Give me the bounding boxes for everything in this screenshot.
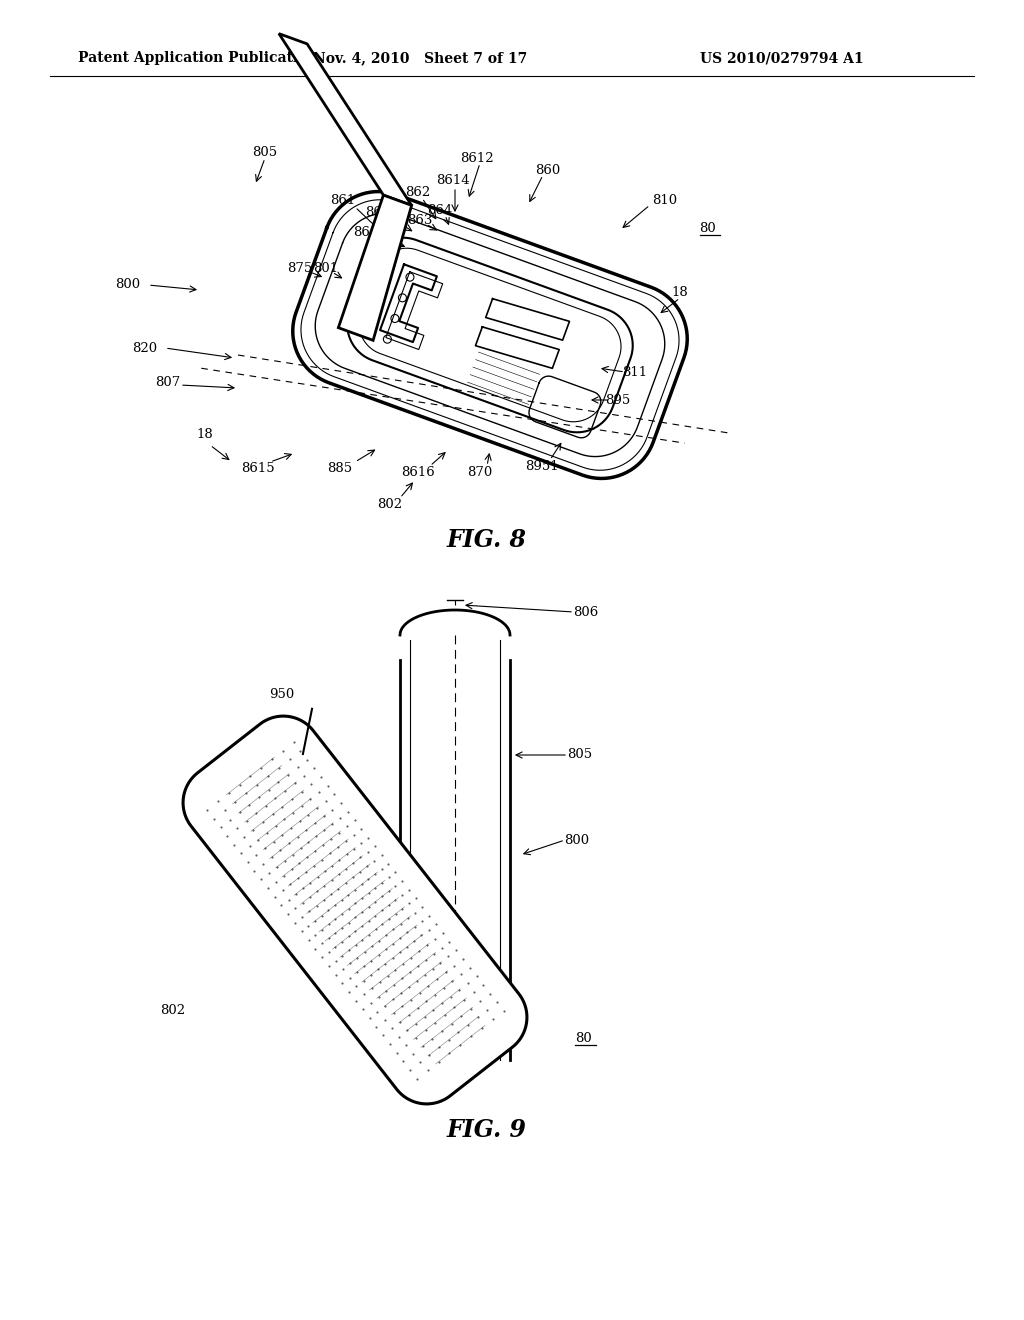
Text: 955: 955 [328, 862, 352, 874]
Text: 80: 80 [574, 1031, 592, 1044]
Text: 870: 870 [467, 466, 493, 479]
Text: 805: 805 [253, 147, 278, 160]
Text: 8612: 8612 [460, 152, 494, 165]
Text: FIG. 8: FIG. 8 [447, 528, 527, 552]
Text: 811: 811 [623, 366, 647, 379]
Text: 885: 885 [328, 462, 352, 474]
Text: 864: 864 [427, 203, 453, 216]
Text: 802: 802 [161, 1003, 185, 1016]
Text: 801: 801 [313, 261, 339, 275]
Polygon shape [279, 33, 412, 206]
Text: 8951: 8951 [525, 461, 559, 474]
Text: 895: 895 [605, 393, 631, 407]
Text: 8611: 8611 [353, 226, 387, 239]
Text: 802: 802 [378, 498, 402, 511]
Text: 800: 800 [564, 833, 590, 846]
Text: 805: 805 [567, 748, 593, 762]
Text: 863: 863 [408, 214, 433, 227]
Text: 860: 860 [536, 164, 560, 177]
Text: 18: 18 [672, 285, 688, 298]
Text: Nov. 4, 2010   Sheet 7 of 17: Nov. 4, 2010 Sheet 7 of 17 [313, 51, 527, 65]
Text: 862: 862 [406, 186, 431, 198]
Text: 875: 875 [288, 261, 312, 275]
Text: 950: 950 [269, 689, 295, 701]
Text: 800: 800 [116, 279, 140, 292]
Text: 8614: 8614 [436, 174, 470, 187]
Text: 820: 820 [132, 342, 158, 355]
Text: 18: 18 [197, 429, 213, 441]
Polygon shape [183, 715, 527, 1104]
Text: 806: 806 [573, 606, 599, 619]
Text: 8615: 8615 [242, 462, 274, 474]
Text: Patent Application Publication: Patent Application Publication [78, 51, 317, 65]
Text: 8613: 8613 [366, 206, 399, 219]
Text: 810: 810 [652, 194, 678, 206]
Text: FIG. 9: FIG. 9 [447, 1118, 527, 1142]
Text: 80: 80 [699, 222, 717, 235]
Text: US 2010/0279794 A1: US 2010/0279794 A1 [700, 51, 863, 65]
Polygon shape [338, 195, 412, 341]
Text: 8616: 8616 [401, 466, 435, 479]
Text: 807: 807 [156, 375, 180, 388]
Text: 861: 861 [331, 194, 355, 206]
